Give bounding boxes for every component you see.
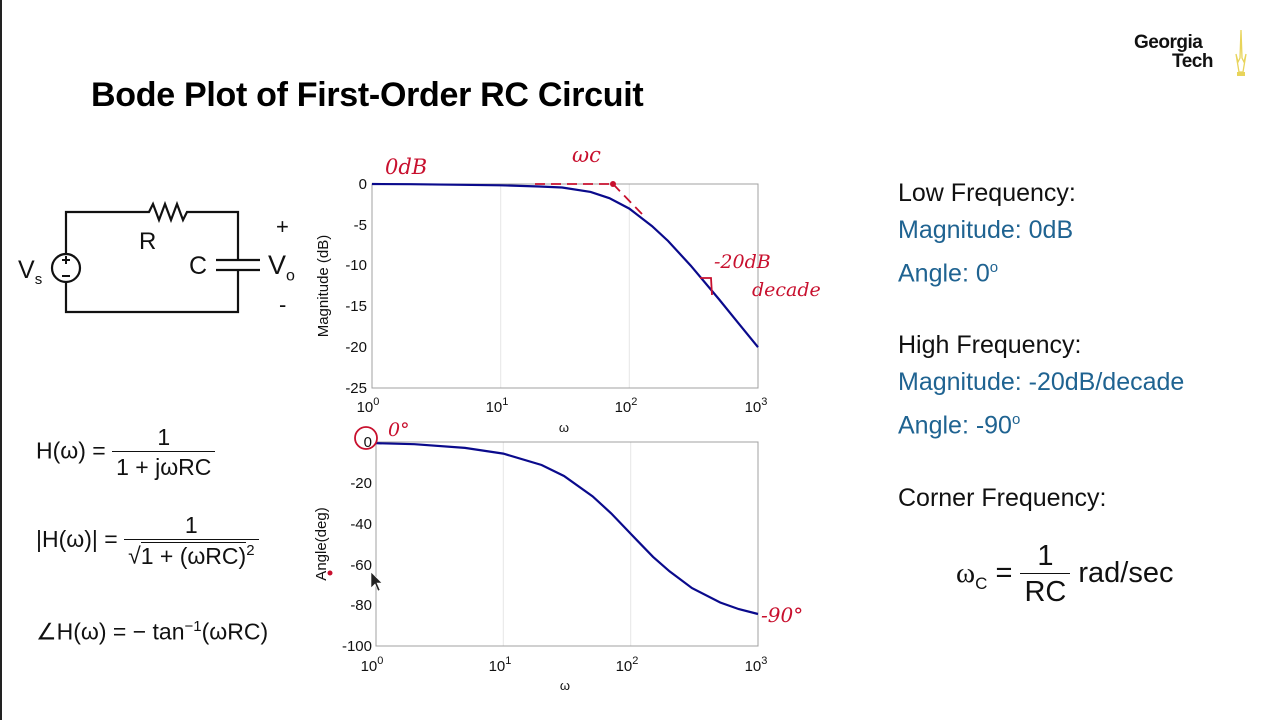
corner-frequency-heading: Corner Frequency: — [898, 480, 1106, 517]
capacitor-label: C — [189, 252, 208, 280]
phase-plot: 0 -20 -40 -60 -80 -100 100 101 102 103 ω… — [310, 410, 850, 700]
corner-frequency-label: Corner Frequency: — [898, 484, 1107, 512]
x-tick: 100 — [361, 655, 384, 675]
y-tick: 0 — [364, 434, 372, 451]
fraction: 1 1 + jωRC — [112, 424, 216, 481]
equation-lhs: ∠H(ω) = − tan — [36, 618, 185, 645]
radicand: 1 + (ωRC) — [140, 541, 247, 569]
denominator: 1 + jωRC — [112, 451, 216, 481]
omega-c-annotation: ωc — [572, 143, 601, 167]
zero-deg-annotation: 0° — [388, 419, 410, 441]
magnitude-equation: |H(ω)| = 1 √1 + (ωRC)2 — [36, 512, 259, 570]
fraction: 1 RC — [1020, 540, 1071, 609]
high-frequency-summary: High Frequency: Magnitude: -20dB/decade … — [898, 327, 1184, 444]
logo-line-1: Georgia — [1134, 32, 1203, 53]
minus-90-annotation: -90° — [761, 603, 803, 627]
y-tick: 0 — [359, 176, 367, 193]
high-frequency-magnitude: Magnitude: -20dB/decade — [898, 368, 1185, 396]
y-tick: -20 — [350, 475, 372, 492]
phase-plot-canvas: 0 -20 -40 -60 -80 -100 100 101 102 103 ω… — [313, 419, 803, 693]
x-axis-label: ω — [559, 420, 569, 435]
y-tick: -40 — [350, 516, 372, 533]
x-tick: 103 — [745, 396, 768, 416]
exponent: 2 — [246, 542, 255, 559]
numerator: 1 — [184, 512, 198, 538]
corner-frequency-equation: ωC = 1 RC rad/sec — [956, 540, 1174, 609]
transfer-function-equation: H(ω) = 1 1 + jωRC — [36, 424, 216, 481]
output-label: Vo — [268, 250, 295, 285]
low-frequency-summary: Low Frequency: Magnitude: 0dB Angle: 0o — [898, 175, 1076, 292]
omega-c-symbol: ωC — [956, 557, 988, 593]
slide-title: Bode Plot of First-Order RC Circuit — [91, 76, 644, 114]
circuit-wires — [50, 200, 260, 314]
output-plus: + — [276, 214, 289, 239]
low-frequency-magnitude: Magnitude: 0dB — [898, 216, 1074, 244]
x-axis-label: ω — [560, 678, 570, 693]
high-frequency-angle: Angle: -90o — [898, 411, 1021, 440]
fraction: 1 √1 + (ωRC)2 — [124, 512, 259, 570]
y-tick: -100 — [342, 638, 372, 655]
numerator: 1 — [157, 424, 171, 450]
x-tick: 102 — [615, 396, 638, 416]
y-axis-label: Angle(deg) — [313, 507, 330, 580]
y-tick: -10 — [345, 257, 367, 274]
equation-lhs: H(ω) = — [36, 437, 106, 464]
slope-annotation-line1: -20dB — [714, 251, 771, 273]
zero-db-annotation: 0dB — [385, 155, 427, 179]
phase-curve — [375, 442, 759, 616]
mouse-cursor-icon — [370, 571, 383, 592]
magnitude-plot-canvas: 0 -5 -10 -15 -20 -25 100 101 102 103 ω M… — [315, 143, 821, 435]
magnitude-plot: 0 -5 -10 -15 -20 -25 100 101 102 103 ω M… — [310, 140, 850, 440]
asymptote-annotation — [535, 183, 713, 296]
resistor-label: R — [139, 228, 157, 255]
y-tick: -80 — [350, 597, 372, 614]
output-minus: - — [279, 292, 287, 317]
unit-label: rad/sec — [1078, 557, 1174, 590]
angle-equation: ∠H(ω) = − tan−1(ωRC) — [36, 618, 268, 646]
magnitude-curve — [371, 182, 759, 348]
equation-lhs: |H(ω)| = — [36, 525, 118, 552]
y-axis-label: Magnitude (dB) — [315, 235, 332, 338]
y-tick: -60 — [350, 557, 372, 574]
georgia-tech-logo: Georgia Tech — [1132, 29, 1262, 82]
x-tick: 100 — [357, 396, 380, 416]
low-frequency-heading: Low Frequency: — [898, 179, 1076, 207]
denominator: RC — [1020, 573, 1071, 609]
x-tick: 101 — [489, 655, 512, 675]
corner-point-marker — [610, 181, 616, 187]
x-tick: 101 — [486, 396, 509, 416]
pen-dot — [327, 570, 333, 576]
y-tick: -25 — [345, 380, 367, 397]
high-frequency-heading: High Frequency: — [898, 331, 1082, 359]
window-left-border — [0, 0, 2, 720]
exponent: −1 — [184, 618, 202, 635]
rc-circuit-diagram: Vs R C Vo + - — [0, 190, 310, 330]
low-frequency-angle: Angle: 0o — [898, 259, 999, 288]
equation-rhs: (ωRC) — [201, 618, 269, 645]
y-tick: -5 — [354, 217, 367, 234]
logo-line-2: Tech — [1172, 51, 1213, 72]
denominator: √1 + (ωRC)2 — [124, 539, 259, 570]
numerator: 1 — [1037, 540, 1054, 572]
y-tick: -15 — [345, 298, 367, 315]
zero-deg-circle-annotation — [354, 426, 378, 450]
slope-annotation-line2: decade — [752, 279, 821, 301]
y-tick: -20 — [345, 339, 367, 356]
x-tick: 103 — [745, 655, 768, 675]
x-tick: 102 — [616, 655, 639, 675]
torch-icon — [1235, 29, 1247, 76]
source-label: Vs — [18, 256, 43, 288]
